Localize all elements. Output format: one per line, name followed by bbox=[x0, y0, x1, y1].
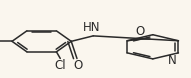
Text: Cl: Cl bbox=[54, 59, 66, 72]
Text: HN: HN bbox=[83, 21, 100, 34]
Text: N: N bbox=[168, 54, 176, 67]
Text: O: O bbox=[73, 59, 83, 72]
Text: O: O bbox=[135, 25, 144, 38]
